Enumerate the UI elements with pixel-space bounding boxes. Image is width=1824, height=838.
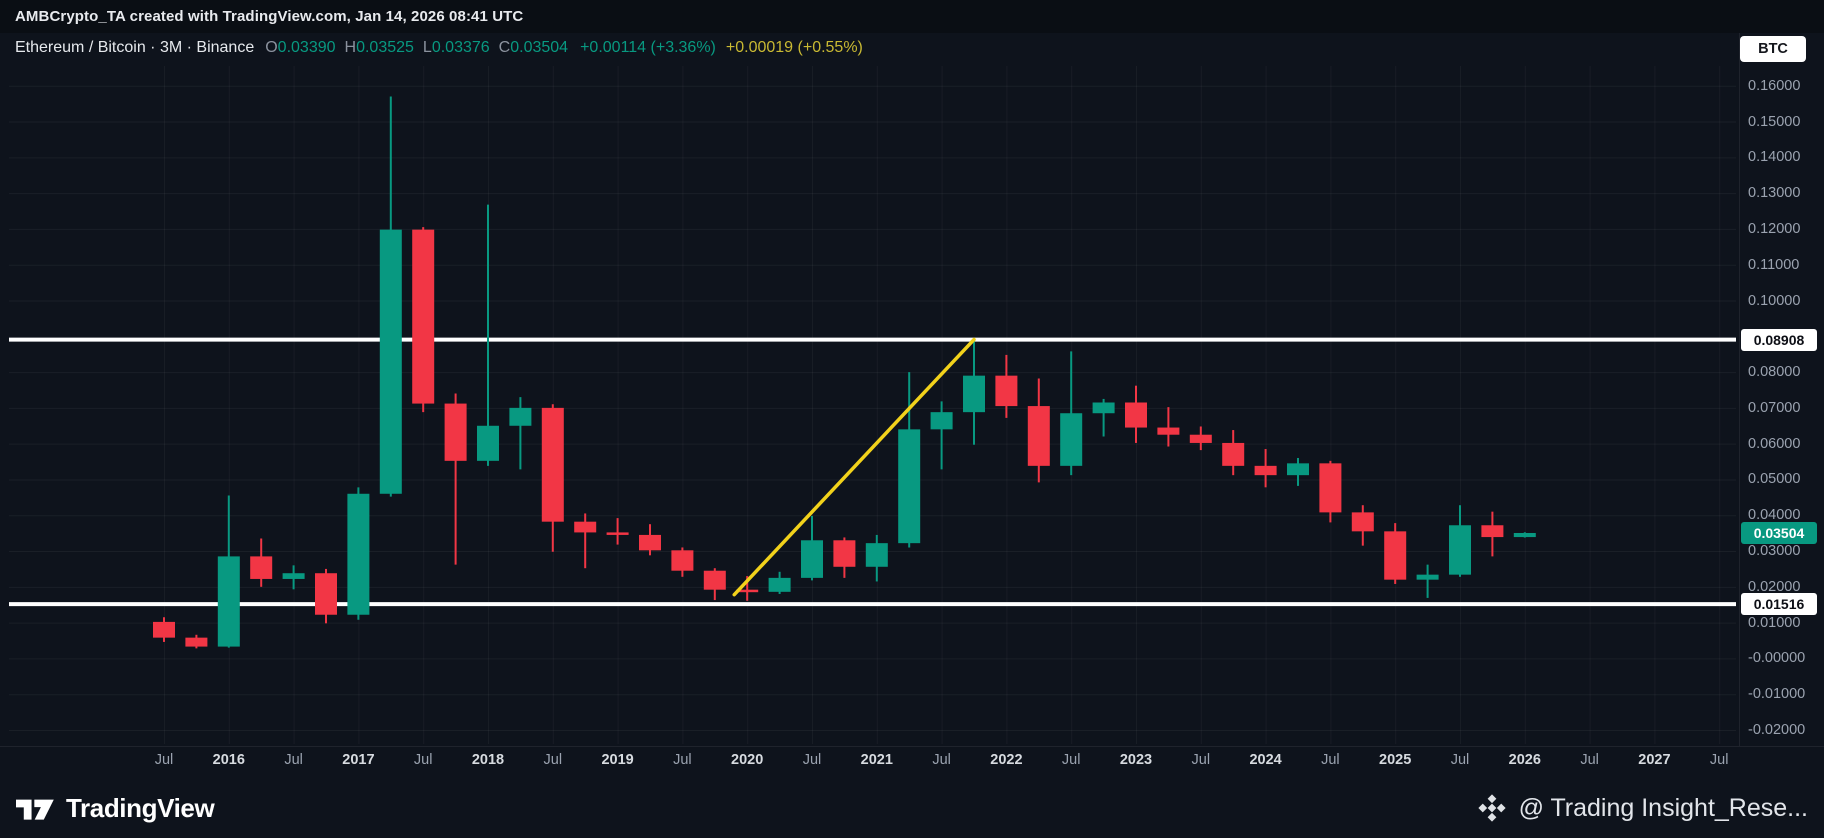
candle-body: [1416, 574, 1439, 580]
candle-body: [1481, 525, 1504, 538]
price-axis-divider: [1739, 33, 1740, 746]
candle-body: [1287, 463, 1309, 476]
candle-body: [541, 407, 564, 522]
symbol-title[interactable]: Ethereum / Bitcoin · 3M · Binance: [15, 39, 255, 56]
candle-body: [509, 407, 532, 426]
candle-body: [639, 534, 661, 551]
candle-body: [315, 573, 337, 615]
ohlc-open: O0.03390: [265, 39, 335, 57]
ohlc-close-letter: C: [498, 39, 511, 56]
candle-body: [250, 556, 273, 579]
candle-body: [671, 550, 694, 571]
tradingview-logo-text: TradingView: [66, 792, 215, 823]
binance-diamond-icon: [1477, 794, 1506, 822]
candle-body: [963, 375, 985, 413]
candle-body: [995, 375, 1018, 407]
ohlc-low: L0.03376: [423, 39, 490, 57]
candle-body: [801, 540, 823, 578]
candle-body: [865, 543, 888, 567]
candle-body: [153, 621, 175, 638]
candle-body: [1319, 463, 1342, 513]
candle-body: [347, 493, 370, 615]
candle-body: [574, 521, 597, 533]
candle-body: [282, 573, 305, 579]
candle-body: [1027, 406, 1050, 466]
candle-body: [1092, 402, 1115, 414]
ohlc-high: H0.03525: [345, 39, 414, 57]
candle-body: [703, 570, 726, 590]
candle-body: [606, 532, 629, 535]
tradingview-logo[interactable]: TradingView: [16, 792, 215, 824]
tradingview-logo-icon: [16, 799, 54, 820]
candle-body: [833, 540, 856, 567]
candle-body: [412, 229, 435, 404]
candle-body: [736, 589, 759, 593]
channel-watermark-text: @ Trading Insight_Rese...: [1518, 793, 1808, 822]
candle-body: [444, 403, 467, 461]
candle-body: [1449, 525, 1471, 575]
ohlc-high-value: 0.03525: [356, 39, 414, 56]
candle-body: [768, 577, 791, 592]
channel-watermark: @ Trading Insight_Rese...: [1477, 793, 1808, 823]
ohlc-open-letter: O: [265, 39, 278, 56]
candle-body: [1189, 434, 1212, 443]
trend-line-drawing[interactable]: [732, 337, 976, 597]
candle-body: [1125, 402, 1147, 428]
candle-body: [1351, 512, 1374, 532]
change-secondary-value: +0.00019 (+0.55%): [725, 39, 863, 56]
chart-legend: Ethereum / Bitcoin · 3M · Binance O0.033…: [15, 39, 863, 57]
candle-body: [185, 637, 208, 647]
ohlc-close: C0.03504: [499, 39, 568, 57]
footer-bar: TradingView @ Trading Insight_Rese...: [0, 778, 1824, 838]
candle-body: [1157, 427, 1180, 435]
quote-currency-button[interactable]: BTC: [1740, 36, 1806, 62]
candle-body: [1513, 532, 1536, 538]
ohlc-low-value: 0.03376: [431, 39, 490, 56]
candle-body: [898, 429, 921, 544]
ohlc-high-letter: H: [344, 39, 357, 56]
top-attribution-bar: AMBCrypto_TA created with TradingView.co…: [0, 0, 1824, 33]
candle-body: [1222, 442, 1245, 466]
candle-body: [379, 229, 402, 494]
candle-body: [217, 556, 240, 647]
ohlc-close-value: 0.03504: [510, 39, 569, 56]
candle-body: [477, 425, 499, 461]
time-axis-divider: [0, 746, 1824, 747]
quote-currency-label: BTC: [1758, 41, 1788, 57]
ohlc-low-letter: L: [422, 39, 432, 56]
attribution-text: AMBCrypto_TA created with TradingView.co…: [15, 8, 524, 25]
candle-body: [1060, 413, 1083, 466]
candle-body: [1254, 465, 1277, 476]
ohlc-open-value: 0.03390: [277, 39, 336, 56]
candle-body: [1384, 531, 1407, 580]
candle-body: [930, 412, 953, 430]
change-value: +0.00114 (+3.36%): [580, 39, 716, 56]
